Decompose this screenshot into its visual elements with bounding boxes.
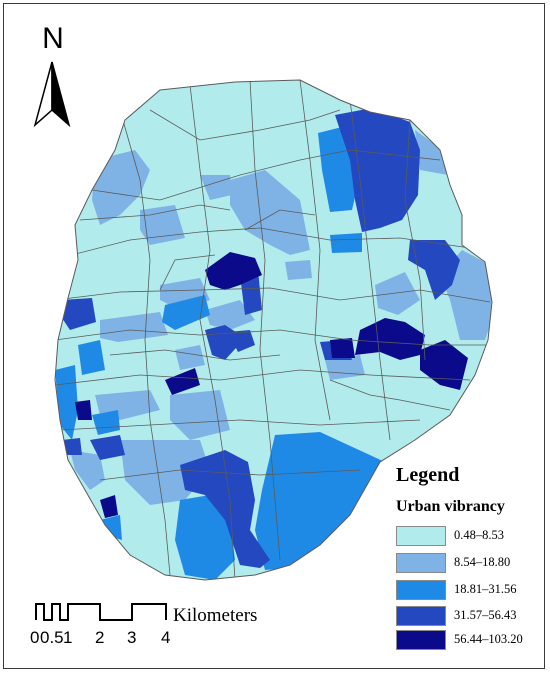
scale-tick-label: 2 bbox=[95, 628, 105, 647]
district-polygon bbox=[92, 150, 150, 225]
district-polygon bbox=[355, 318, 425, 360]
legend-label: 56.44–103.20 bbox=[454, 632, 523, 646]
scale-tick-label: 1 bbox=[63, 628, 73, 647]
district-polygon bbox=[75, 400, 92, 420]
district-polygon bbox=[175, 345, 205, 370]
district-polygon bbox=[408, 240, 460, 300]
legend-item: 56.44–103.20 bbox=[396, 630, 536, 652]
district-polygon bbox=[92, 410, 120, 435]
legend-subtitle: Urban vibrancy bbox=[396, 498, 505, 515]
scale-tick-label: 0.5 bbox=[40, 628, 64, 647]
district-polygon bbox=[330, 233, 362, 253]
district-polygon bbox=[200, 175, 232, 200]
scale-bar bbox=[35, 603, 167, 621]
north-label: N bbox=[42, 22, 64, 55]
legend-item: 18.81–31.56 bbox=[396, 580, 536, 602]
legend-item: 8.54–18.80 bbox=[396, 553, 536, 575]
district-polygon bbox=[100, 495, 118, 518]
district-polygon bbox=[375, 272, 420, 315]
district-polygon bbox=[330, 338, 355, 358]
scale-tick-label: 3 bbox=[127, 628, 137, 647]
district-polygon bbox=[165, 368, 200, 395]
scale-tick-label: 0 bbox=[30, 628, 40, 647]
scale-unit-label: Kilometers bbox=[173, 605, 258, 626]
district-polygon bbox=[335, 108, 420, 232]
district-polygon bbox=[415, 130, 448, 175]
legend-label: 8.54–18.80 bbox=[454, 555, 511, 569]
district-polygon bbox=[62, 298, 96, 330]
district-polygon bbox=[205, 300, 255, 330]
district-polygon bbox=[230, 170, 310, 255]
legend-item: 31.57–56.43 bbox=[396, 606, 536, 628]
district-polygon bbox=[420, 340, 468, 390]
legend-label: 31.57–56.43 bbox=[454, 608, 517, 622]
district-polygon bbox=[175, 495, 235, 580]
legend-swatch bbox=[396, 553, 446, 573]
district-polygon bbox=[162, 295, 210, 330]
legend-swatch bbox=[396, 580, 446, 600]
district-polygon bbox=[78, 340, 105, 375]
district-polygon bbox=[255, 432, 385, 570]
legend-label: 18.81–31.56 bbox=[454, 582, 517, 596]
legend-title: Legend bbox=[396, 464, 460, 486]
district-boundaries bbox=[55, 80, 491, 580]
city-districts bbox=[54, 79, 493, 581]
scale-tick-label: 4 bbox=[161, 628, 171, 647]
district-polygon bbox=[90, 435, 125, 460]
district-polygon bbox=[62, 438, 82, 455]
legend-item: 0.48–8.53 bbox=[396, 526, 536, 548]
district-polygon bbox=[100, 312, 168, 342]
district-polygon bbox=[228, 330, 255, 352]
district-polygon bbox=[70, 450, 105, 490]
legend-label: 0.48–8.53 bbox=[454, 528, 504, 542]
district-polygon bbox=[205, 252, 262, 290]
legend-swatch bbox=[396, 630, 446, 650]
legend-swatch bbox=[396, 526, 446, 546]
frame-border bbox=[3, 3, 545, 669]
legend-swatch bbox=[396, 606, 446, 626]
north-arrow-icon bbox=[33, 61, 71, 128]
district-polygon bbox=[285, 260, 312, 280]
district-polygon bbox=[180, 450, 270, 568]
